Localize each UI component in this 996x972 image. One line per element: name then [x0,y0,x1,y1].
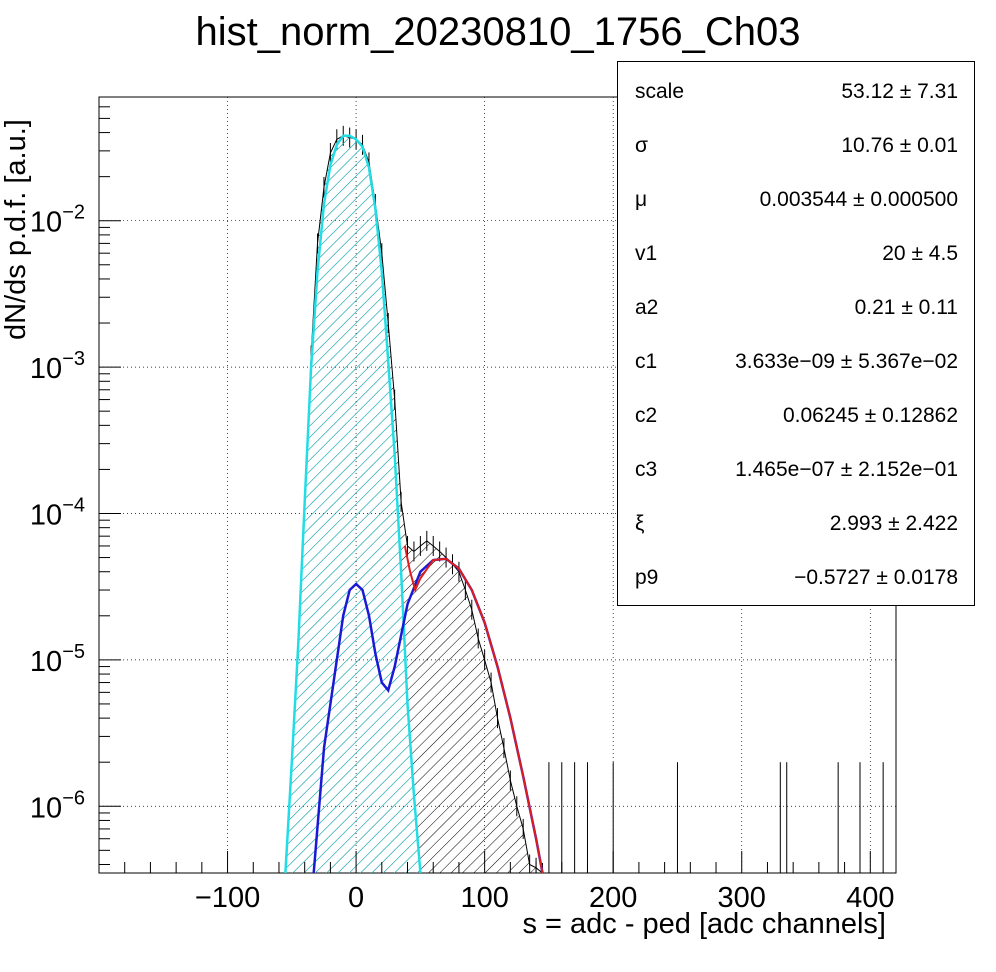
stat-name: ξ [635,512,645,535]
y-tick-label: 10−3 [30,348,85,385]
stat-row: a2 0.21 ± 0.11 [618,278,974,332]
stat-row: c2 0.06245 ± 0.12862 [618,386,974,440]
stat-name: σ [635,134,648,157]
stat-value: 3.633e−09 ± 5.367e−02 [735,350,958,373]
stat-value: 2.993 ± 2.422 [829,512,958,535]
stat-value: 53.12 ± 7.31 [841,80,958,103]
stat-value: 10.76 ± 0.01 [841,134,958,157]
stat-value: −0.5727 ± 0.0178 [794,566,958,589]
stat-name: scale [635,80,685,103]
x-tick-label: 0 [348,882,364,914]
stat-row: μ 0.003544 ± 0.000500 [618,170,974,224]
stat-value: 20 ± 4.5 [882,242,958,265]
total-fit-curve [403,545,544,873]
pedestal-curve [284,134,422,873]
chart-title: hist_norm_20230810_1756_Ch03 [195,10,801,54]
stat-value: 1.465e−07 ± 2.152e−01 [735,458,958,481]
stat-row: c3 1.465e−07 ± 2.152e−01 [618,440,974,494]
x-tick-label: 100 [460,882,508,914]
stat-value: 0.06245 ± 0.12862 [782,404,958,427]
stat-row: σ 10.76 ± 0.01 [618,116,974,170]
stat-row: c1 3.633e−09 ± 5.367e−02 [618,332,974,386]
stat-row: p9 −0.5727 ± 0.0178 [618,548,974,602]
y-tick-label: 10−5 [30,641,85,678]
x-axis-label: s = adc - ped [adc channels] [522,908,886,940]
stat-name: μ [635,188,648,211]
stat-value: 0.21 ± 0.11 [854,296,958,319]
y-axis-label: dN/ds p.d.f. [a.u.] [0,119,32,340]
axes: −100 0 100 200 300 400 10−6 10−5 10−4 10−3 10−2 [30,96,897,914]
stat-row: ξ 2.993 ± 2.422 [618,494,974,548]
x-tick-label: 200 [589,882,637,914]
stat-row: scale 53.12 ± 7.31 [618,62,974,116]
stat-row: v1 20 ± 4.5 [618,224,974,278]
fit-stats-box: scale 53.12 ± 7.31 σ 10.76 ± 0.01 μ 0.003544 … [617,61,975,606]
y-tick-label: 10−4 [30,494,85,531]
x-tick-label: 300 [718,882,766,914]
stat-name: c3 [635,458,658,481]
stat-name: p9 [635,566,659,589]
stat-name: c2 [635,404,658,427]
x-tick-label: 400 [846,882,894,914]
y-tick-label: 10−2 [30,202,85,239]
stat-name: v1 [635,242,658,265]
series-group [284,125,884,873]
x-tick-label: −100 [195,882,260,914]
stat-name: c1 [635,350,658,373]
stat-value: 0.003544 ± 0.000500 [759,188,958,211]
y-tick-label: 10−6 [30,787,85,824]
stat-name: a2 [635,296,659,319]
